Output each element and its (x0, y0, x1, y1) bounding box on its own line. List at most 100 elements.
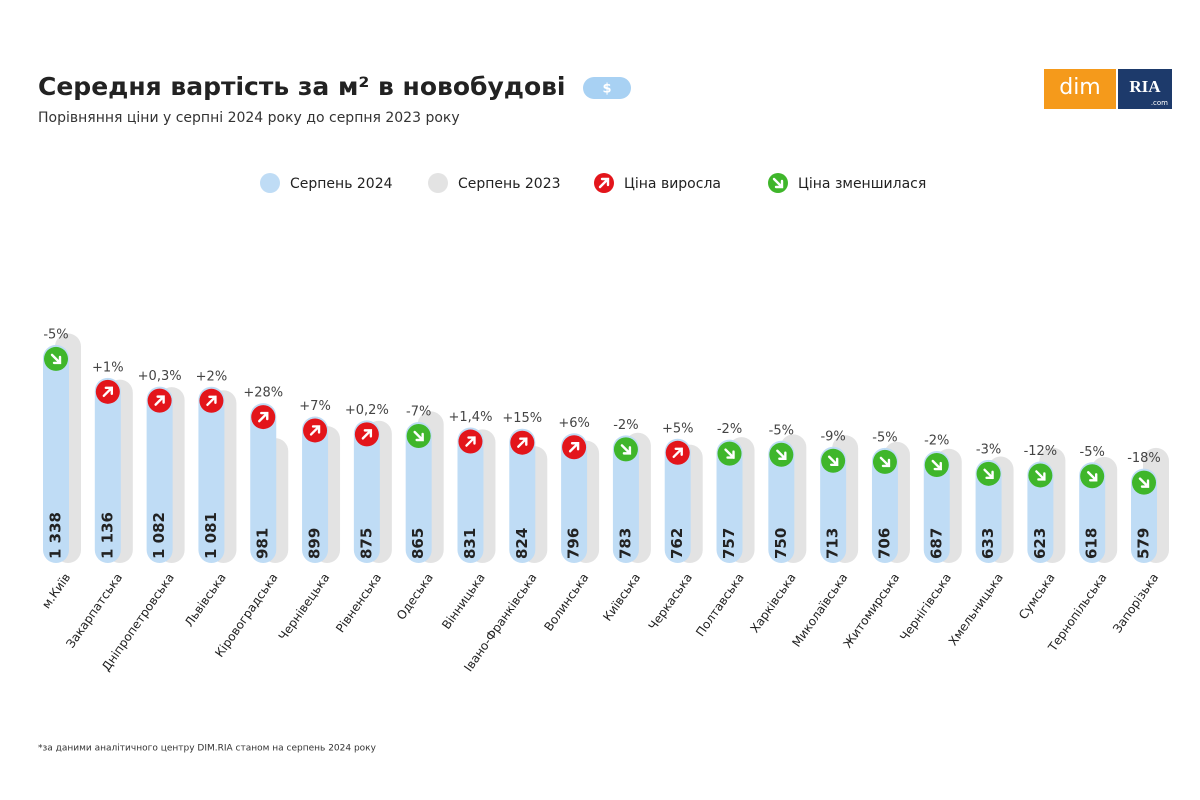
category-label: Чернігівська (897, 571, 954, 644)
arrow-icon (258, 411, 269, 423)
category-label: Сумська (1016, 571, 1058, 622)
value-label: 796 (565, 528, 583, 559)
change-label: +0,2% (345, 403, 389, 418)
bar-2024 (302, 416, 329, 563)
change-label: -9% (820, 429, 845, 444)
subtitle: Порівняння ціни у серпні 2024 року до се… (38, 110, 460, 126)
value-label: 783 (616, 528, 634, 559)
legend-swatch (260, 173, 280, 193)
value-label: 865 (409, 528, 427, 559)
bar-2024 (923, 451, 950, 563)
arrow-icon (983, 468, 994, 480)
arrow-icon (772, 177, 784, 189)
value-label: 831 (461, 528, 479, 559)
bar-2024 (820, 446, 847, 563)
arrow-icon (724, 448, 735, 459)
bar-2024 (405, 422, 432, 563)
category-label: Закарпатська (63, 571, 125, 651)
category-label: Львівська (182, 571, 229, 630)
logo-left: dim (1059, 75, 1101, 100)
bar-2024 (146, 386, 173, 563)
category-label: Чернівецька (276, 571, 333, 643)
change-label: -5% (43, 327, 68, 342)
category-label: Житомирська (840, 571, 902, 651)
change-label: -7% (406, 405, 431, 420)
bar-2024 (664, 438, 691, 563)
bar-2024 (716, 439, 743, 563)
bar-2024 (509, 428, 536, 563)
arrow-icon (620, 444, 632, 455)
bar-2024 (457, 427, 484, 563)
value-label: 1 338 (47, 512, 65, 559)
value-label: 623 (1031, 528, 1049, 559)
arrow-icon (50, 353, 62, 365)
value-label: 875 (357, 528, 375, 559)
arrow-icon (413, 430, 424, 442)
arrow-icon (154, 395, 165, 406)
value-label: 633 (979, 528, 997, 559)
bar-2024 (94, 377, 121, 563)
bar-2024 (871, 447, 898, 563)
arrow-icon (309, 425, 321, 436)
legend-label: Ціна виросла (624, 176, 721, 192)
bar-2024 (1027, 461, 1054, 563)
legend-label: Серпень 2024 (290, 176, 393, 192)
change-label: -18% (1127, 451, 1161, 466)
category-label: Тернопільська (1045, 571, 1110, 655)
arrow-icon (672, 447, 683, 458)
value-label: 824 (513, 528, 531, 559)
arrow-icon (1138, 477, 1150, 488)
bar-2024 (975, 459, 1002, 563)
category-label: Запорізька (1110, 571, 1161, 636)
logo-right: RIA (1129, 77, 1161, 96)
value-label: 899 (306, 528, 324, 559)
category-label: Одеська (394, 571, 436, 623)
change-label: +1,4% (449, 410, 493, 425)
logo-suffix: .com (1151, 99, 1168, 107)
chart-title: Середня вартість за м² в новобудові (38, 72, 566, 101)
category-label: Харківська (748, 571, 799, 636)
badge: $ (602, 82, 611, 97)
value-label: 981 (254, 528, 272, 559)
category-label: м.Київ (39, 571, 73, 611)
arrow-icon (827, 455, 839, 466)
value-label: 579 (1135, 528, 1153, 559)
arrow-icon (206, 395, 217, 406)
value-label: 713 (824, 528, 842, 559)
bar-2024 (1079, 462, 1106, 563)
bar-2024 (198, 386, 225, 563)
category-label: Миколаївська (789, 571, 850, 650)
legend-swatch (428, 173, 448, 193)
change-label: +2% (196, 369, 228, 384)
logo-right-bg (1118, 69, 1172, 109)
value-label: 750 (772, 528, 790, 559)
value-label: 687 (927, 528, 945, 559)
category-label: Волинська (541, 571, 591, 634)
change-label: +5% (662, 421, 694, 436)
arrow-icon (568, 442, 580, 453)
arrow-icon (361, 429, 373, 440)
arrow-icon (102, 386, 114, 398)
change-label: -2% (924, 434, 949, 449)
change-label: -2% (613, 418, 638, 433)
value-label: 706 (875, 528, 893, 559)
legend-label: Серпень 2023 (458, 176, 561, 192)
change-label: -5% (872, 430, 897, 445)
value-label: 1 081 (202, 512, 220, 559)
category-label: Полтавська (693, 571, 747, 639)
bar-2024 (561, 433, 588, 563)
bar-2024 (250, 403, 277, 563)
arrow-icon (931, 459, 942, 471)
category-label: Хмельницька (946, 571, 1006, 649)
arrow-icon (776, 449, 787, 460)
change-label: -12% (1024, 444, 1058, 459)
change-label: +28% (243, 386, 283, 401)
arrow-icon (598, 177, 610, 189)
arrow-icon (517, 437, 528, 448)
change-label: -5% (1080, 445, 1105, 460)
value-label: 1 136 (98, 512, 116, 559)
bar-2024 (612, 435, 639, 563)
arrow-icon (1035, 470, 1046, 481)
value-label: 762 (668, 528, 686, 559)
